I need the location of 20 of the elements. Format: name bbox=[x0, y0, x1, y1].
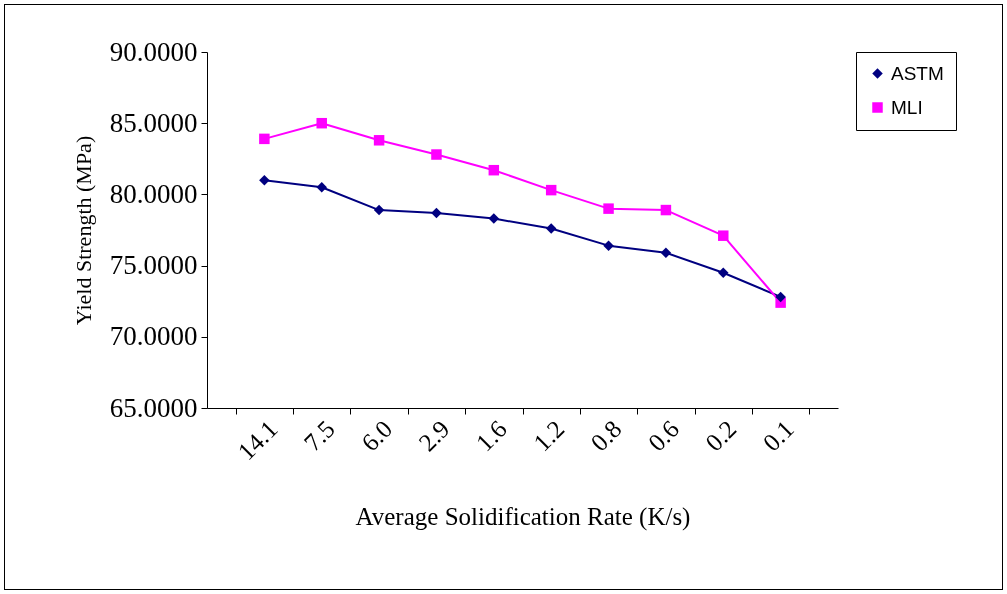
y-axis-title: Yield Strength (MPa) bbox=[70, 135, 96, 326]
x-tick-label: 1.6 bbox=[470, 415, 512, 457]
x-tick-label: 2.9 bbox=[413, 415, 455, 457]
x-tick-label: 0.8 bbox=[585, 415, 627, 457]
x-tick-label: 14.1 bbox=[232, 415, 283, 466]
legend-label: MLI bbox=[891, 96, 923, 118]
y-tick-label: 70.0000 bbox=[109, 321, 198, 352]
y-tick-label: 65.0000 bbox=[109, 392, 198, 423]
y-tick-label: 90.0000 bbox=[109, 36, 198, 67]
x-tick-label: 0.2 bbox=[700, 415, 742, 457]
x-tick-label: 0.1 bbox=[757, 415, 799, 457]
x-tick-label: 6.0 bbox=[356, 415, 398, 457]
y-tick-label: 75.0000 bbox=[109, 250, 198, 281]
x-tick-label: 0.6 bbox=[642, 415, 685, 457]
y-tick-label: 80.0000 bbox=[109, 178, 198, 209]
x-tick-label: 1.2 bbox=[528, 415, 570, 457]
x-tick-label: 7.5 bbox=[298, 415, 340, 457]
y-tick-label: 85.0000 bbox=[109, 107, 198, 138]
legend-label: ASTM bbox=[891, 62, 944, 84]
x-axis-title: Average Solidification Rate (K/s) bbox=[355, 503, 691, 532]
